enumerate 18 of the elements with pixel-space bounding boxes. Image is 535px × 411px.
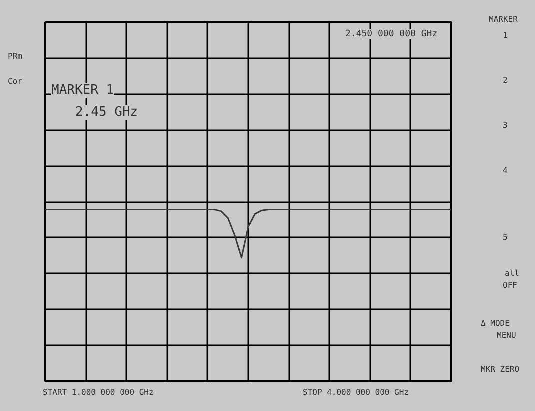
text: MENU <box>497 330 516 342</box>
text: all <box>505 268 520 280</box>
text: 1 <box>503 30 508 42</box>
text: OFF <box>503 280 518 292</box>
text: 2 <box>503 75 508 86</box>
text: STOP 4.000 000 000 GHz <box>303 387 409 398</box>
text: 4 <box>503 165 508 176</box>
text: 2.450 000 000 GHz <box>346 30 438 40</box>
text: PRm <box>8 51 22 62</box>
text: 3 <box>503 120 508 132</box>
text: Δ MODE <box>481 318 510 330</box>
text: 2.45 GHz <box>76 105 138 120</box>
text: START 1.000 000 000 GHz <box>43 387 154 398</box>
text: Cor <box>8 76 22 88</box>
text: MKR ZERO <box>481 364 520 376</box>
text: 5 <box>503 232 508 244</box>
text: MARKER <box>489 14 518 26</box>
text: MARKER 1 <box>52 83 114 98</box>
